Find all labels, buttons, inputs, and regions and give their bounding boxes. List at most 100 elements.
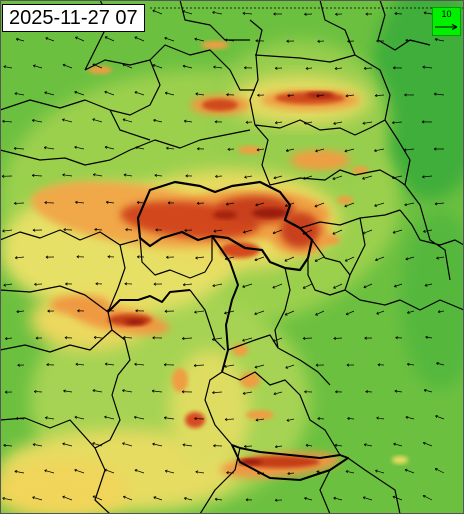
wind-arrow (32, 119, 43, 123)
wind-arrow (284, 256, 295, 262)
wind-arrow (194, 310, 205, 313)
wind-arrow-head (374, 148, 377, 153)
wind-arrow-head (375, 469, 378, 473)
wind-arrow-head (65, 282, 68, 286)
wind-arrow (314, 256, 325, 262)
wind-arrow (392, 121, 403, 124)
wind-arrow-head (104, 36, 108, 40)
wind-arrow-head (32, 118, 35, 123)
wind-arrow-head (305, 443, 309, 447)
wind-arrow (194, 364, 205, 367)
wind-arrow (315, 310, 325, 316)
wind-arrow (332, 229, 343, 235)
wind-arrow (106, 201, 115, 204)
wind-arrow-head (62, 495, 66, 499)
wind-arrow-head (184, 228, 187, 232)
wind-arrow-head (424, 283, 428, 287)
wind-arrow-head (273, 392, 277, 396)
wind-arrow (254, 364, 265, 368)
wind-arrow (94, 229, 103, 231)
wind-arrow-head (195, 92, 199, 96)
wind-arrow (374, 148, 385, 152)
wind-arrow-head (305, 66, 309, 70)
wind-arrow-head (134, 91, 138, 95)
wind-arrow-head (335, 12, 338, 16)
wind-arrow (334, 444, 343, 447)
wind-arrow (375, 470, 385, 474)
wind-arrow-head (434, 202, 438, 206)
wind-arrow-head (34, 282, 37, 286)
wind-arrow-head (2, 119, 5, 123)
wind-arrow-head (194, 37, 198, 41)
wind-arrow (123, 496, 133, 501)
wind-arrow-head (104, 145, 108, 149)
wind-arrow (194, 38, 205, 42)
wind-arrow (254, 310, 265, 315)
wind-arrow (184, 229, 193, 231)
wind-arrow (287, 472, 295, 475)
wind-arrow-head (152, 336, 155, 340)
wind-arrow (32, 443, 43, 447)
wind-arrow-head (152, 442, 155, 446)
wind-arrow-head (123, 335, 126, 340)
wind-arrow-head (43, 146, 47, 150)
wind-arrow (224, 256, 235, 260)
wind-arrow-head (365, 390, 369, 394)
wind-arrow-head (284, 204, 288, 207)
wind-arrow-head (14, 92, 18, 96)
wind-arrow-head (363, 66, 367, 70)
wind-arrow (45, 37, 55, 42)
wind-arrow-head (257, 93, 260, 97)
wind-arrow (152, 9, 163, 15)
wind-arrow (154, 174, 163, 177)
wind-arrow-head (405, 257, 409, 261)
wind-arrow-head (345, 312, 349, 316)
wind-arrow (394, 283, 403, 287)
wind-arrow (374, 94, 385, 97)
wind-arrow (344, 148, 355, 152)
wind-arrow-head (302, 336, 306, 340)
wind-arrow-head (14, 256, 18, 260)
wind-arrow-head (422, 494, 426, 498)
wind-arrow (212, 391, 223, 394)
wind-arrow-head (62, 63, 66, 67)
wind-arrow (363, 283, 373, 288)
wind-arrow-head (377, 363, 381, 367)
wind-arrow (434, 38, 445, 42)
wind-arrow (93, 174, 103, 177)
wind-arrow-head (3, 65, 7, 69)
wind-arrow-head (433, 147, 437, 151)
wind-arrow-head (45, 255, 49, 259)
boundary-major-4 (107, 289, 191, 313)
wind-arrow (195, 471, 205, 474)
wind-arrow-head (104, 362, 108, 366)
wind-arrow (393, 443, 403, 447)
wind-arrow-head (134, 469, 138, 473)
wind-arrow-head (193, 363, 197, 368)
wind-arrow-head (244, 175, 247, 179)
wind-arrow (44, 92, 55, 96)
wind-arrow-head (163, 416, 167, 420)
wind-arrow (62, 443, 73, 447)
wind-arrow (392, 229, 403, 234)
wind-arrow-head (184, 496, 187, 501)
wind-arrow (392, 496, 403, 501)
wind-arrow (225, 418, 235, 420)
wind-arrow-head (242, 338, 245, 342)
wind-arrow-head (347, 416, 350, 421)
wind-arrow-head (155, 228, 158, 232)
wind-arrow-head (224, 417, 228, 422)
wind-arrow-head (393, 442, 396, 446)
wind-arrow-head (166, 146, 169, 150)
wind-arrow-head (167, 201, 171, 205)
wind-arrow (183, 283, 193, 286)
wind-arrow (334, 67, 343, 70)
wind-arrow-head (2, 229, 5, 233)
wind-arrow (92, 118, 103, 123)
wind-arrow-head (77, 309, 80, 313)
wind-arrow-head (345, 94, 349, 98)
wind-arrow-head (244, 444, 247, 448)
wind-arrow (5, 337, 13, 340)
wind-arrow-head (181, 390, 185, 394)
